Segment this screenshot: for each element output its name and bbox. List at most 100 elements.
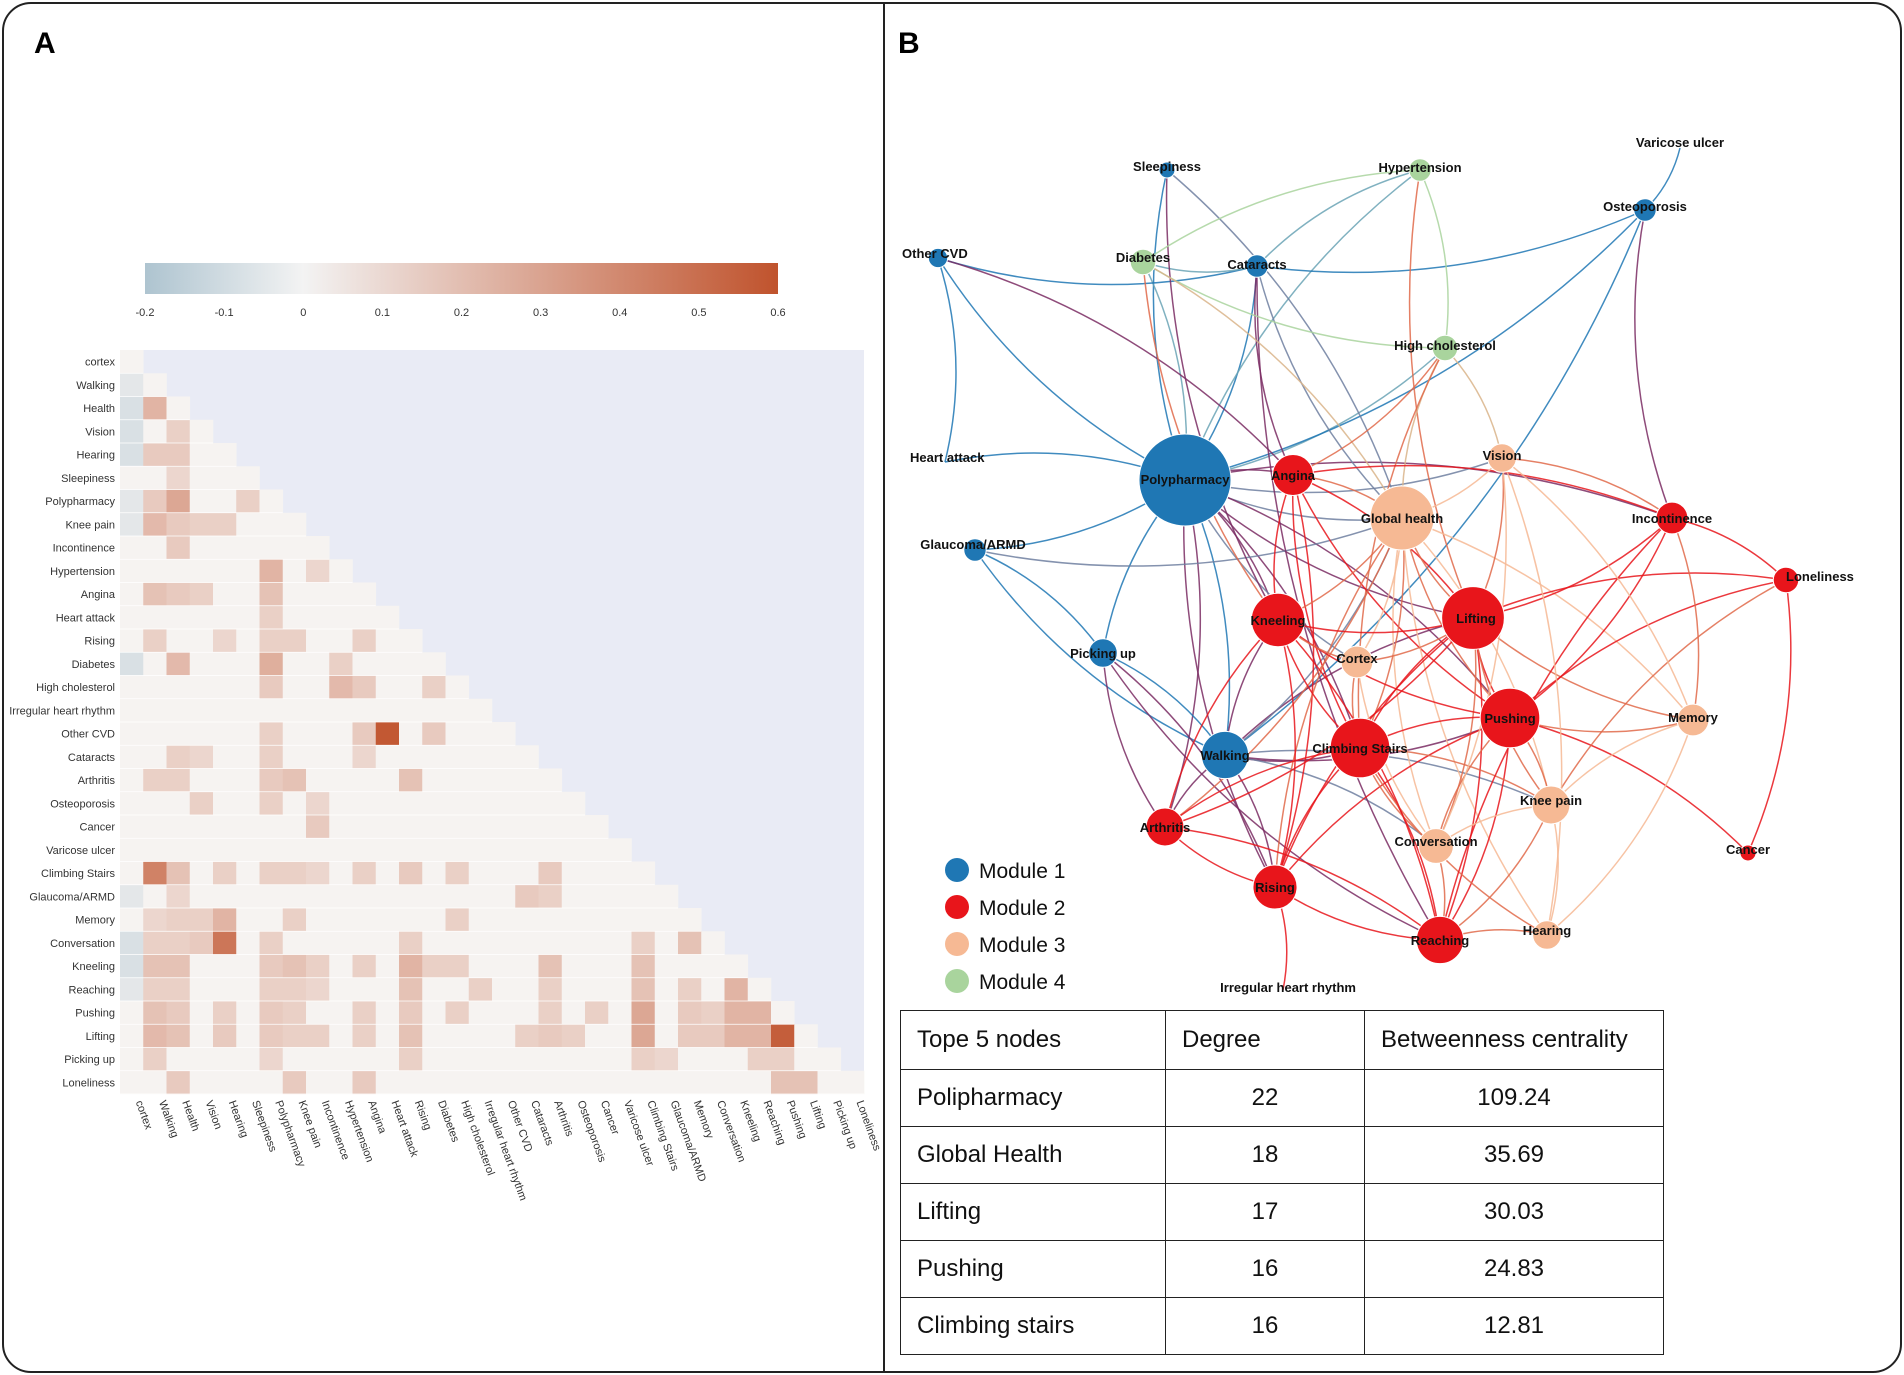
heatmap-cell [445,908,470,932]
heatmap-cell [166,675,191,700]
heatmap-cell [794,1070,818,1095]
heatmap-cell [399,652,423,676]
network-edge [1184,169,1421,481]
heatmap-cell [143,489,167,514]
network-edge [1671,517,1700,721]
heatmap-cell [143,954,167,979]
heatmap-cell [654,1070,679,1095]
heatmap-cell [213,582,237,607]
heatmap-cell [375,629,400,653]
heatmap-cell [166,745,191,769]
heatmap-cell [375,1047,400,1072]
row-label: Glaucoma/ARMD [29,891,115,903]
heatmap-cell [259,977,284,1002]
network-edge [1550,719,1694,806]
heatmap-cell [282,536,307,560]
heatmap-cell [422,652,446,676]
heatmap-cell [399,931,423,955]
heatmap-cell [654,1047,679,1072]
heatmap-cell [678,1047,702,1072]
heatmap-cell [189,512,214,537]
heatmap-cell [306,931,330,955]
network-edge [1501,457,1694,721]
heatmap-cell [282,838,307,862]
column-label: Vision [203,1099,224,1131]
heatmap-cell [375,884,400,909]
row-label: Rising [84,636,115,648]
heatmap-cell [213,722,237,746]
heatmap-cell [213,1024,237,1048]
heatmap-cell [375,605,400,630]
heatmap-cell [608,1001,632,1025]
heatmap-cell [120,582,144,607]
node-high-cholesterol [1431,334,1459,362]
row-label: Irregular heart rhythm [9,705,115,717]
node-cataracts [1245,254,1269,278]
column-label: Kneeling [737,1099,763,1143]
network-edge [1164,479,1202,828]
heatmap-cell [236,466,260,490]
row-label: Picking up [64,1054,115,1066]
heatmap-cell [236,931,260,955]
heatmap-cell [259,582,284,607]
network-edge [974,549,1226,756]
heatmap-cell [538,1070,563,1095]
heatmap-cell [259,884,284,909]
heatmap-cell [724,977,749,1002]
heatmap-cell [213,838,237,862]
network-edge [1165,169,1279,621]
heatmap-cell [375,931,400,955]
node-pushing [1479,687,1541,749]
heatmap-cell [492,838,516,862]
table-row: Climbing stairs 16 12.81 [900,1297,1664,1355]
table-cell-node: Pushing [900,1240,1166,1298]
heatmap-cell [282,722,307,746]
heatmap-cell [631,1001,656,1025]
heatmap-cell [259,861,284,886]
heatmap-cell [120,815,144,839]
heatmap-cell [143,512,167,537]
row-labels: cortex Walking Health Vision Hearing Sleepine… [9,357,116,1090]
legend-marker [945,858,969,882]
colorbar-tick-label: -0.1 [215,307,234,319]
heatmap-cell [236,745,260,769]
heatmap-cell [329,745,353,769]
heatmap-cell [329,722,353,746]
heatmap-cell [515,1024,539,1048]
heatmap-cell [189,931,214,955]
node-label: Glaucoma/ARMD [920,537,1025,552]
heatmap-cell [445,1001,470,1025]
heatmap-cell [189,838,214,862]
network-edge [1419,169,1449,349]
heatmap-cell [143,396,167,421]
heatmap-cell [259,675,284,700]
node-label: Varicose ulcer [1636,135,1724,150]
heatmap-cell [352,629,377,653]
network-edge [1142,169,1421,263]
node-incontinence [1655,501,1689,535]
heatmap-cell [585,977,609,1002]
legend-marker [945,969,969,993]
heatmap-cell [678,931,702,955]
network-edge [1142,261,1403,519]
heatmap-cell [213,908,237,932]
heatmap-cell [213,466,237,490]
heatmap-cell [282,675,307,700]
heatmap-cell [166,884,191,909]
heatmap-cell [422,791,446,816]
heatmap-cell [259,629,284,653]
heatmap-cell [329,629,353,653]
heatmap-cell [329,931,353,955]
heatmap-cell [561,1070,586,1095]
heatmap-cell [678,908,702,932]
node-label: Conversation [1394,834,1477,849]
heatmap-cell [375,861,400,886]
heatmap-cell [282,652,307,676]
heatmap-cell [608,931,632,955]
heatmap-cell [352,977,377,1002]
heatmap-cell [282,791,307,816]
heatmap-cell [143,861,167,886]
heatmap-cell [189,652,214,676]
heatmap-cell [236,489,260,514]
heatmap-cell [120,605,144,630]
